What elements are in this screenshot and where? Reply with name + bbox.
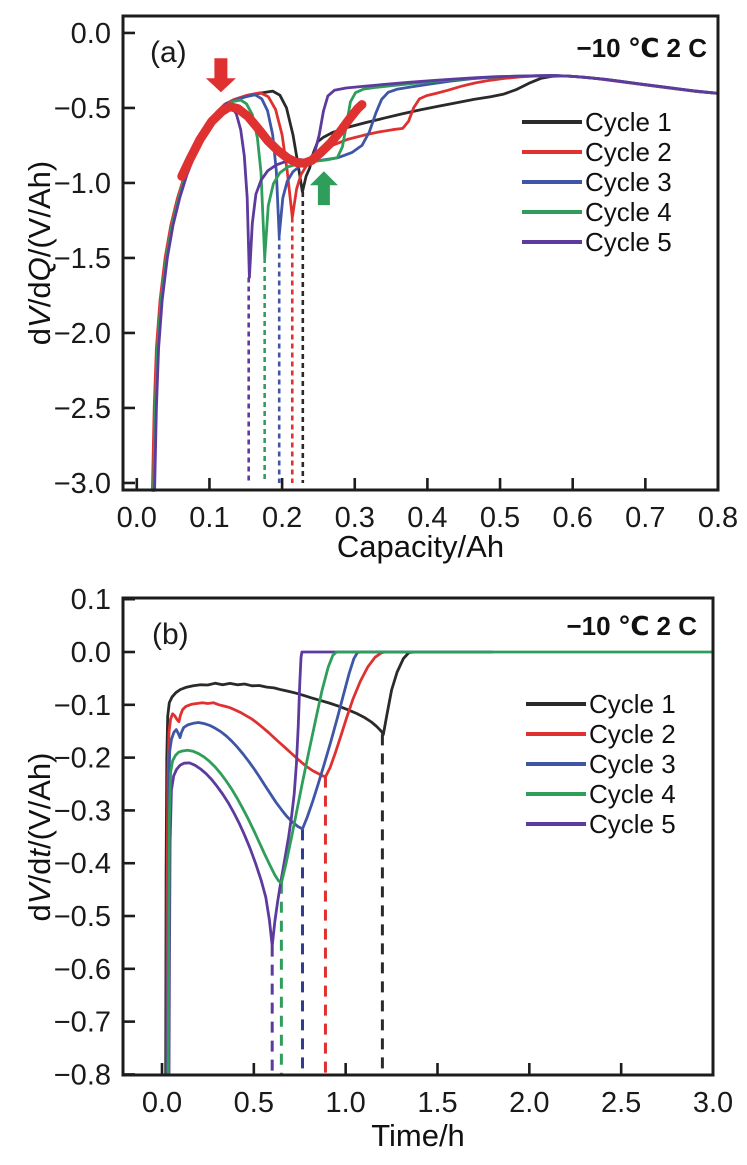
y-axis-title-part: /d: [22, 857, 57, 884]
y-tick-label: −0.4: [54, 848, 111, 880]
x-tick-label: 0.0: [117, 502, 157, 534]
arrow-up-icon: [309, 171, 338, 206]
legend-line-swatch: [526, 732, 586, 736]
x-tick-label: 1.5: [417, 1087, 457, 1119]
x-tick-label: 2.0: [509, 1087, 549, 1119]
panel-b-legend: Cycle 1 Cycle 2 Cycle 3 Cycle 4 Cycle 5: [526, 689, 676, 839]
legend-line-swatch: [526, 822, 586, 826]
legend-item: Cycle 2: [526, 719, 676, 749]
legend-item: Cycle 3: [526, 749, 676, 779]
x-tick-label: 2.5: [601, 1087, 641, 1119]
panel-b-y-axis-title: dV/dt/(V/Ah): [22, 753, 58, 922]
series-line-cycle-1: [164, 650, 480, 1077]
series-line-cycle-4: [166, 650, 715, 1077]
legend-line-swatch: [522, 240, 582, 244]
series-line-cycle-2: [165, 650, 491, 1077]
y-tick-label: −2.0: [54, 318, 111, 350]
y-tick-label: −0.1: [54, 690, 111, 722]
arrow-down-icon: [205, 58, 236, 93]
y-axis-title-part: d: [22, 904, 57, 922]
panel-b-tag: (b): [152, 618, 189, 651]
panel-b-condition-label: −10 ℃ 2 C: [566, 611, 698, 641]
legend-line-swatch: [522, 120, 582, 124]
legend-item: Cycle 4: [526, 779, 676, 809]
y-axis-title-part: V: [22, 307, 57, 328]
y-axis-title-part: /(V/Ah): [22, 752, 57, 850]
x-tick-label: 0.8: [698, 502, 738, 534]
panel-a: 0.0 0.1 0.2 0.3 0.4 0.5 0.6 0.7 0.8 0.0 −0.5 −1.0 −1…: [54, 14, 738, 534]
plot-frame: [121, 596, 715, 1077]
legend-label: Cycle 3: [585, 167, 672, 197]
x-tick-label: 1.0: [325, 1087, 365, 1119]
y-tick-label: −0.7: [54, 1007, 111, 1039]
legend-line-swatch: [526, 702, 586, 706]
legend-label: Cycle 4: [585, 197, 672, 227]
y-axis-title-part: t: [22, 849, 57, 858]
y-tick-label: −1.5: [54, 243, 111, 275]
x-tick-label: 0.5: [480, 502, 520, 534]
panel-b: 0.0 0.5 1.0 1.5 2.0 2.5 3.0 0.1 0.0 −0.1 −0.2 −0.3 −…: [54, 584, 733, 1119]
y-tick-label: −0.6: [54, 954, 111, 986]
legend-line-swatch: [522, 210, 582, 214]
y-tick-label: −1.0: [54, 168, 111, 200]
y-axis-title-part: Q: [22, 257, 57, 282]
legend-item: Cycle 1: [522, 107, 672, 137]
legend-label: Cycle 2: [585, 137, 672, 167]
legend-line-swatch: [522, 150, 582, 154]
series-line-cycle-5: [167, 650, 403, 1077]
y-tick-label: 0.0: [71, 637, 111, 669]
x-tick-label: 0.6: [553, 502, 593, 534]
legend-label: Cycle 5: [589, 809, 676, 839]
x-tick-label: 0.5: [234, 1087, 274, 1119]
legend-label: Cycle 4: [589, 779, 676, 809]
panel-a-legend: Cycle 1 Cycle 2 Cycle 3 Cycle 4 Cycle 5: [522, 107, 672, 257]
plot-frame: [121, 14, 720, 492]
series-line-cycle-3: [166, 650, 495, 1077]
y-axis-title-part: V: [22, 883, 57, 905]
panel-a-tag: (a): [150, 36, 187, 69]
legend-item: Cycle 4: [522, 197, 672, 227]
legend-label: Cycle 1: [589, 689, 676, 719]
y-axis-title-part: d: [22, 327, 57, 346]
legend-item: Cycle 1: [526, 689, 676, 719]
y-tick-label: −0.5: [54, 901, 111, 933]
panel-a-y-axis-title: dV/dQ/(V/Ah): [22, 161, 58, 345]
y-tick-label: −2.5: [54, 393, 111, 425]
legend-label: Cycle 1: [585, 107, 672, 137]
legend-item: Cycle 2: [522, 137, 672, 167]
x-tick-label: 0.0: [142, 1087, 182, 1119]
legend-label: Cycle 5: [585, 227, 672, 257]
legend-label: Cycle 2: [589, 719, 676, 749]
y-tick-label: −0.2: [54, 743, 111, 775]
legend-item: Cycle 3: [522, 167, 672, 197]
y-tick-label: 0.0: [71, 18, 111, 50]
x-tick-label: 3.0: [693, 1087, 733, 1119]
legend-line-swatch: [526, 792, 586, 796]
y-tick-label: 0.1: [71, 584, 111, 616]
trend-highlight-curve: [177, 100, 367, 181]
legend-line-swatch: [522, 180, 582, 184]
x-tick-label: 0.7: [625, 502, 665, 534]
legend-item: Cycle 5: [526, 809, 676, 839]
x-tick-label: 0.4: [407, 502, 447, 534]
panel-b-x-axis-title: Time/h: [371, 1118, 465, 1153]
legend-line-swatch: [526, 762, 586, 766]
y-tick-label: −3.0: [54, 468, 111, 500]
legend-item: Cycle 5: [522, 227, 672, 257]
y-tick-label: −0.8: [54, 1059, 111, 1091]
legend-label: Cycle 3: [589, 749, 676, 779]
y-tick-label: −0.5: [54, 93, 111, 125]
y-tick-label: −0.3: [54, 795, 111, 827]
x-tick-label: 0.1: [189, 502, 229, 534]
x-tick-label: 0.3: [335, 502, 375, 534]
y-axis-title-part: /d: [22, 281, 57, 308]
panel-a-condition-label: −10 ℃ 2 C: [576, 33, 708, 63]
panel-a-x-axis-title: Capacity/Ah: [336, 529, 505, 564]
x-tick-label: 0.2: [262, 502, 302, 534]
y-axis-title-part: /(V/Ah): [22, 160, 57, 258]
